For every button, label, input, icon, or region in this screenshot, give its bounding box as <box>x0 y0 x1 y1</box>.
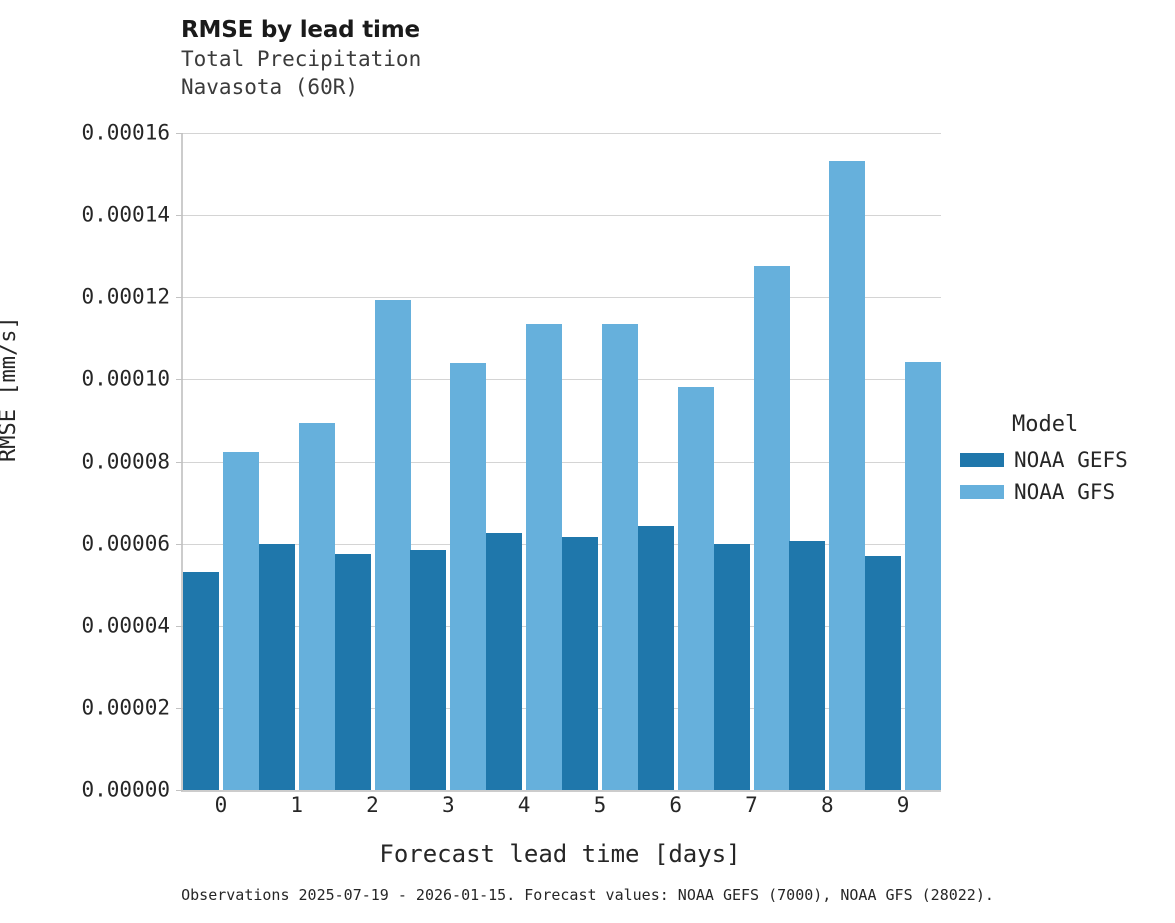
x-axis-tick-label: 9 <box>896 793 910 817</box>
bar-noaa-gfs-day-6[interactable] <box>677 387 714 790</box>
y-axis-tick <box>176 707 183 709</box>
x-axis-tick-label: 1 <box>290 793 304 817</box>
legend-swatch-icon <box>960 485 1004 499</box>
y-axis-tick <box>176 379 183 381</box>
y-axis-tick-label: 0.00002 <box>81 695 170 720</box>
y-axis-tick-label: 0.00004 <box>81 613 170 638</box>
y-axis-tick-label: 0.00010 <box>81 366 170 391</box>
y-axis-tick-label: 0.00014 <box>81 202 170 227</box>
gridline <box>183 215 941 217</box>
bar-noaa-gefs-day-8[interactable] <box>789 541 826 790</box>
x-axis-tick-label: 6 <box>669 793 683 817</box>
bar-noaa-gefs-day-7[interactable] <box>713 544 750 790</box>
bar-noaa-gefs-day-3[interactable] <box>410 550 447 790</box>
bar-noaa-gfs-day-9[interactable] <box>905 362 942 790</box>
bar-noaa-gefs-day-5[interactable] <box>561 536 598 790</box>
chart-location-label: Navasota (60R) <box>181 75 359 99</box>
y-axis-title: RMSE [mm/s] <box>0 316 21 462</box>
bar-noaa-gfs-day-1[interactable] <box>298 422 335 790</box>
legend-title: Model <box>1012 412 1079 437</box>
bar-group <box>789 133 866 790</box>
plot-area: 0.00000 0.00002 0.00004 0.00006 0.00008 0.000… <box>81 122 942 816</box>
bar-group <box>865 133 942 790</box>
gridline <box>183 133 941 134</box>
chart-subtitle: Total Precipitation <box>181 47 422 71</box>
x-axis-tick-label: 5 <box>593 793 607 817</box>
x-axis-tick-label: 0 <box>214 793 228 817</box>
bar-group <box>486 133 563 790</box>
y-axis-tick-label: 0.00006 <box>81 531 170 556</box>
x-axis-tick-label: 7 <box>745 793 758 817</box>
y-axis-tick <box>176 215 183 217</box>
bar-noaa-gfs-day-0[interactable] <box>222 452 259 790</box>
bar-noaa-gfs-day-3[interactable] <box>450 362 487 790</box>
legend: Model NOAA GEFS NOAA GFS <box>960 410 1170 508</box>
bar-group <box>561 133 638 790</box>
bar-noaa-gefs-day-9[interactable] <box>865 555 902 790</box>
bar-noaa-gfs-day-4[interactable] <box>526 324 563 790</box>
bar-noaa-gefs-day-0[interactable] <box>182 571 219 790</box>
y-axis-tick <box>176 297 183 299</box>
y-axis-tick-label: 0.00008 <box>81 449 170 473</box>
legend-item-label: NOAA GFS <box>1014 479 1116 504</box>
y-axis-tick-label: 0.00000 <box>81 777 170 802</box>
x-axis-tick-label: 3 <box>441 793 455 817</box>
bar-noaa-gfs-day-5[interactable] <box>601 324 638 790</box>
bar-group <box>713 133 790 790</box>
bar-noaa-gfs-day-2[interactable] <box>374 300 411 790</box>
bar-noaa-gfs-day-7[interactable] <box>753 266 790 790</box>
y-axis-tick <box>176 543 183 545</box>
legend-item[interactable]: NOAA GFS <box>960 476 1170 508</box>
y-axis-tick <box>176 133 183 134</box>
x-axis-title: Forecast lead time [days] <box>379 840 741 868</box>
title-block: RMSE by lead time Total Precipitation Na… <box>181 16 881 101</box>
bar-group <box>258 133 335 790</box>
x-axis-tick-label: 8 <box>820 793 834 817</box>
y-axis-tick-label: 0.00016 <box>81 120 170 145</box>
bar-noaa-gefs-day-4[interactable] <box>486 533 523 790</box>
bar-group <box>334 133 411 790</box>
x-axis-tick-label: 2 <box>366 793 379 817</box>
figure-caption: Observations 2025-07-19 - 2026-01-15. Fo… <box>181 886 994 904</box>
bar-group <box>182 133 259 790</box>
legend-item[interactable]: NOAA GEFS <box>960 444 1170 476</box>
legend-entries: NOAA GEFS NOAA GFS <box>960 444 1170 508</box>
bar-group <box>637 133 714 790</box>
bar-noaa-gfs-day-8[interactable] <box>829 161 866 790</box>
bar-noaa-gefs-day-1[interactable] <box>258 544 295 790</box>
y-axis-tick <box>176 461 183 463</box>
y-axis-tick <box>176 790 183 791</box>
legend-swatch-icon <box>960 453 1004 467</box>
x-axis-tick-label: 4 <box>517 793 531 817</box>
page-title: RMSE by lead time <box>181 17 420 43</box>
bar-noaa-gefs-day-2[interactable] <box>334 553 371 790</box>
y-axis-tick <box>176 625 183 627</box>
bar-group <box>410 133 487 790</box>
legend-item-label: NOAA GEFS <box>1014 447 1128 472</box>
gridline <box>183 297 941 299</box>
y-axis-tick-label: 0.00012 <box>81 284 170 309</box>
bar-noaa-gefs-day-6[interactable] <box>637 525 674 790</box>
